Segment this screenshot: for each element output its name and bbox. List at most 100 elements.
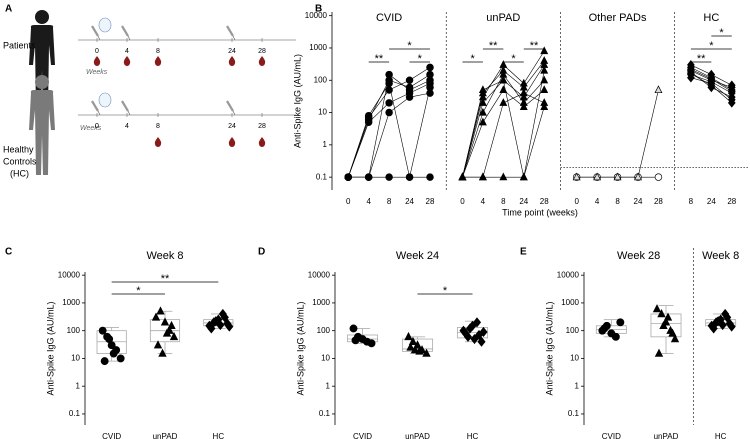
x-tick-label: 28 (654, 197, 663, 206)
significance-label: * (407, 40, 412, 52)
marker (540, 46, 549, 55)
marker (718, 319, 727, 331)
y-tick-label: 10000 (58, 270, 81, 279)
series-line (347, 83, 431, 178)
marker (405, 86, 414, 94)
row-label: Patients (3, 40, 36, 50)
vial-icon (98, 92, 112, 108)
marker (116, 354, 125, 363)
marker (156, 306, 165, 315)
group-title: Week 28 (617, 250, 660, 262)
panel-letter: C (5, 247, 12, 258)
marker (167, 320, 176, 330)
syringe-needle (97, 35, 101, 41)
y-tick-label: 0.1 (319, 409, 331, 418)
x-axis-label: Time point (weeks) (502, 207, 578, 217)
marker (351, 336, 360, 345)
marker (519, 78, 528, 87)
significance-label: * (471, 53, 476, 65)
marker (461, 328, 470, 339)
marker (616, 318, 625, 327)
x-tick-label: CVID (602, 432, 621, 439)
syringe (226, 100, 234, 112)
significance-label: ** (489, 40, 498, 52)
x-tick-label: 24 (405, 197, 414, 206)
marker (364, 173, 373, 181)
marker (225, 321, 234, 332)
marker (478, 172, 487, 181)
row-label: (HC) (10, 168, 29, 178)
marker (404, 331, 413, 341)
marker (160, 317, 170, 326)
marker (415, 346, 424, 355)
syringe-needle (232, 35, 236, 41)
row-label: Controls (3, 156, 37, 166)
blood-drop (228, 56, 236, 66)
marker (405, 93, 414, 101)
x-tick-label: HC (213, 432, 225, 439)
blood-drop (154, 137, 162, 147)
marker (593, 172, 602, 181)
marker (519, 102, 528, 110)
marker (519, 172, 528, 181)
x-tick-label: 0 (346, 197, 351, 206)
timepoint-label: 24 (228, 123, 236, 130)
marker (470, 333, 479, 345)
marker (723, 312, 732, 323)
marker (478, 98, 487, 106)
significance-label: ** (375, 53, 384, 65)
group-title: HC (703, 12, 719, 24)
marker (540, 85, 549, 94)
y-tick-label: 10000 (557, 270, 580, 279)
marker (385, 108, 393, 117)
syringe (121, 25, 129, 37)
significance-label: * (709, 40, 714, 52)
marker (405, 173, 414, 181)
marker (385, 70, 393, 79)
marker (499, 98, 508, 106)
y-tick-label: 10 (318, 108, 327, 117)
marker (426, 83, 434, 92)
x-tick-label: unPAD (405, 432, 430, 439)
marker (364, 111, 373, 120)
blood-drop (258, 137, 266, 147)
patient-silhouette (29, 10, 55, 110)
significance-label: ** (697, 53, 706, 65)
marker (426, 63, 434, 72)
marker (367, 339, 376, 348)
syringe-needle (97, 110, 101, 116)
group-title: Week 8 (146, 250, 183, 262)
x-tick-label: 0 (460, 197, 465, 206)
marker (426, 173, 434, 181)
x-tick-label: 4 (366, 197, 371, 206)
blood-drop (123, 56, 131, 66)
group-title: unPAD (486, 12, 520, 24)
marker (478, 107, 487, 116)
syringe-needle (127, 35, 131, 41)
y-tick-label: 1 (323, 140, 328, 149)
marker (663, 312, 673, 321)
x-tick-label: CVID (353, 432, 372, 439)
panel-letter: E (520, 247, 527, 258)
marker (654, 85, 663, 94)
series-line (462, 106, 545, 178)
marker (344, 173, 352, 181)
x-tick-label: 24 (634, 197, 643, 206)
timepoint-label: 8 (156, 48, 160, 55)
marker (385, 79, 393, 88)
marker (687, 68, 695, 79)
group-title: Other PADs (589, 12, 647, 24)
y-tick-label: 100 (566, 326, 580, 335)
y-tick-label: 10000 (308, 270, 331, 279)
y-tick-label: 1 (575, 381, 580, 390)
marker (540, 102, 549, 110)
marker (385, 99, 393, 107)
x-tick-label: 8 (387, 197, 392, 206)
marker (670, 334, 680, 343)
y-tick-label: 1000 (309, 43, 327, 52)
timepoint-label: 28 (258, 48, 266, 55)
group-title: CVID (376, 12, 402, 24)
y-tick-label: 0.1 (316, 172, 328, 181)
marker (479, 326, 488, 338)
significance-label: ** (161, 273, 170, 285)
